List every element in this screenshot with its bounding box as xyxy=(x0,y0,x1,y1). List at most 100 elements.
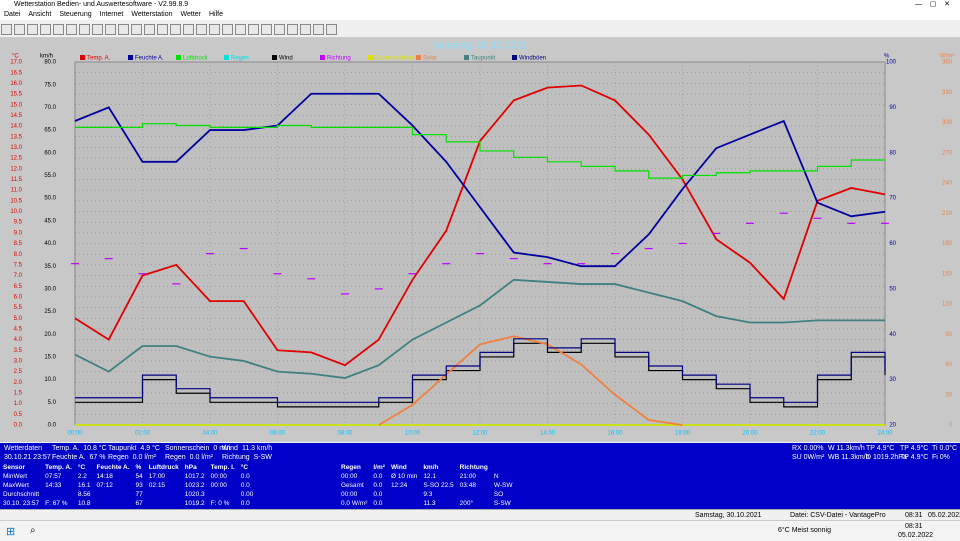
y-tick-label: 1.5 xyxy=(14,391,23,397)
menu-item[interactable]: Wetterstation xyxy=(131,11,173,18)
axis-unit: % xyxy=(884,54,890,60)
stats-cell: 0.0 xyxy=(240,482,250,489)
series-line xyxy=(75,338,886,403)
menu-item[interactable]: Wetter xyxy=(180,11,202,18)
stats-cell: Ø 10 min xyxy=(390,473,418,480)
info-row: Wind 11.3 km/h xyxy=(222,444,276,453)
direction-dot xyxy=(71,263,79,265)
menu-item[interactable]: Internet xyxy=(99,11,124,18)
stats-cell: 21:00 xyxy=(459,473,476,480)
info-text: Richtung xyxy=(222,454,250,461)
y-tick-label: 80 xyxy=(889,150,896,156)
axis-unit: W/m² xyxy=(940,54,954,60)
stats-cell: 02:15 xyxy=(148,482,166,489)
stats-cell: SO xyxy=(493,491,504,498)
direction-dot xyxy=(408,273,417,275)
y-tick-label: 2.5 xyxy=(14,369,23,375)
legend-swatch xyxy=(128,55,133,60)
info-cell: W 11.3km/h WB 11.3km/h xyxy=(828,444,874,462)
direction-dot xyxy=(577,263,586,265)
menu-item[interactable]: Steuerung xyxy=(59,11,92,18)
header-cell: Luftdruck xyxy=(148,464,179,471)
legend-label: Sonnenschein xyxy=(375,56,413,62)
info-text: SU 0W/m² xyxy=(792,454,825,461)
y-tick-label: 45.0 xyxy=(44,218,56,224)
x-tick-label: 08:00 xyxy=(337,431,353,437)
series-line xyxy=(74,278,885,379)
y-tick-label: 55.0 xyxy=(44,173,56,179)
info-text: Regen xyxy=(108,454,129,461)
info-cell: Wetterdaten 30.10.21 23:57 xyxy=(4,444,55,462)
stats-cell: 14:33 xyxy=(45,482,62,489)
y-tick-label: 15.5 xyxy=(10,92,22,98)
stats-cell xyxy=(94,490,133,499)
info-text: 10.8 °C xyxy=(83,445,107,452)
menu-item[interactable]: Ansicht xyxy=(28,11,52,18)
y-tick-label: 5.0 xyxy=(14,316,23,322)
weather[interactable]: 6°C Meist sonnig xyxy=(778,527,831,534)
legend-label: Taupunkt xyxy=(471,56,496,62)
status-text: 05.02.2022 xyxy=(928,512,960,519)
y-tick-label: 13.5 xyxy=(10,134,22,140)
y-tick-label: 12.0 xyxy=(10,166,22,172)
y-tick-label: 16.5 xyxy=(10,70,22,76)
y-tick-label: 75.0 xyxy=(44,82,56,88)
y-tick-label: 9.5 xyxy=(14,220,23,226)
x-tick-label: 06:00 xyxy=(270,431,286,437)
clock-date[interactable]: 05.02.2022 xyxy=(898,532,934,539)
header-cell: Wind xyxy=(390,464,407,471)
stats-cell: 12:24 xyxy=(390,482,408,489)
info-row: TP 4.9°C xyxy=(866,444,911,453)
y-tick-label: 60.0 xyxy=(44,150,56,156)
stats-cell: 1019.2 xyxy=(184,500,205,507)
clock-time[interactable]: 08:31 xyxy=(905,523,923,530)
menu-item[interactable]: Datei xyxy=(4,11,21,18)
direction-dot xyxy=(138,273,147,275)
info-row: Richtung S-SW xyxy=(222,453,276,462)
info-bar: Wetterdaten 30.10.21 23:57 Temp. A. 10.8 °C… xyxy=(0,443,960,463)
info-text: Temp. A. xyxy=(52,445,80,452)
info-row: Fi 0% xyxy=(932,453,960,462)
stats-cell: 03:48 xyxy=(459,482,476,489)
stats-cell: 1017.2 xyxy=(184,473,205,480)
stats-cell: 10.8 xyxy=(77,500,91,507)
y-tick-label: 8.5 xyxy=(14,241,23,247)
stats-cell xyxy=(146,490,182,499)
menu-item[interactable]: Hilfe xyxy=(209,11,224,18)
info-cell: Temp. A. 10.8 °C Feuchte A. 67 % xyxy=(52,444,111,462)
legend-swatch xyxy=(320,55,325,60)
status-text: Datei: CSV-Datei - VantagePro xyxy=(790,512,886,519)
y-tick-label: 50 xyxy=(889,286,896,292)
direction-dot xyxy=(104,258,113,260)
legend-swatch xyxy=(464,55,469,60)
x-tick-label: 22:00 xyxy=(810,431,826,437)
stats-cell: S-SW xyxy=(493,500,511,507)
y-tick-label: 30.0 xyxy=(44,286,56,292)
info-row: WB 11.3km/h xyxy=(828,453,874,462)
window-controls[interactable]: — ▢ ✕ xyxy=(914,1,950,8)
stats-row: Durchschnitt 8.56 77 1020.3 0.00 xyxy=(0,490,256,499)
info-cell: TP 4.9°C D 1019.2hPa xyxy=(866,444,911,462)
x-tick-label: 18:00 xyxy=(675,431,691,437)
direction-dot xyxy=(678,242,687,245)
y-tick-label: 7.0 xyxy=(14,273,23,279)
stats-cell: 14:18 xyxy=(96,473,113,480)
title-bar: Wetterstation Bedien- und Auswertesoftwa… xyxy=(0,0,960,10)
stats-cell: N xyxy=(493,473,499,480)
start-button[interactable]: ⊞ xyxy=(6,526,16,538)
direction-dot xyxy=(341,293,349,295)
stats-cell: 07:12 xyxy=(96,482,113,489)
legend-swatch xyxy=(416,55,421,60)
info-text: Ti 0.0°C xyxy=(932,445,958,452)
y-tick-label: 100 xyxy=(886,60,897,66)
info-cell: Ti 0.0°C Fi 0% xyxy=(932,444,960,462)
stats-cell xyxy=(42,490,75,499)
y-tick-label: 2.0 xyxy=(14,380,23,386)
search-button[interactable]: ⌕ xyxy=(30,525,36,536)
y-tick-label: 330 xyxy=(942,90,953,96)
y-tick-label: 14.5 xyxy=(10,113,22,119)
direction-dot xyxy=(239,247,248,250)
y-tick-label: 5.0 xyxy=(48,400,57,406)
y-tick-label: 35.0 xyxy=(44,264,56,270)
